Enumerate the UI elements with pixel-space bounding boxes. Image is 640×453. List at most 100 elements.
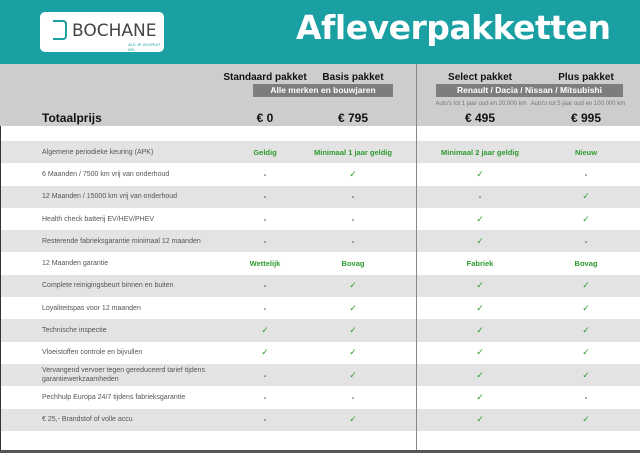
- banner-all-brands: Alle merken en bouwjaren: [253, 84, 393, 97]
- dash-value: -: [263, 392, 267, 402]
- feature-label: € 25,- Brandstof of volle accu: [42, 416, 133, 424]
- feature-label: Health check batterij EV/HEV/PHEV: [42, 215, 155, 223]
- price-basis: € 795: [337, 111, 369, 125]
- cell-value: Geldig: [253, 147, 277, 157]
- table-row: 12 Maanden garantie Wettelijk Bovag Fabriek…: [0, 253, 640, 275]
- feature-label: 12 Maanden / 15000 km vrij van onderhoud: [42, 193, 178, 201]
- check-icon: ✓: [349, 325, 357, 336]
- check-icon: ✓: [261, 347, 269, 358]
- cell-value: Wettelijk: [249, 259, 281, 269]
- table-row: Complete reinigingsbeurt binnen en buite…: [0, 274, 640, 298]
- price-plus: € 995: [570, 111, 602, 125]
- cell-value: Fabriek: [466, 259, 494, 269]
- header: BOCHANE ALS JE VOORUIT WIL Afleverpakket…: [0, 0, 640, 64]
- check-icon: ✓: [582, 414, 590, 425]
- check-icon: ✓: [476, 391, 484, 402]
- check-icon: ✓: [476, 369, 484, 380]
- table-row: € 25,- Brandstof of volle accu - ✓ ✓ ✓: [0, 408, 640, 431]
- check-icon: ✓: [349, 280, 357, 291]
- check-icon: ✓: [476, 302, 484, 313]
- table-row: Vloeistoffen controle en bijvullen ✓ ✓ ✓ ✓: [0, 342, 640, 364]
- feature-label: Vloeistoffen controle en bijvullen: [42, 349, 143, 357]
- column-plus: Plus pakket: [558, 72, 614, 83]
- column-standaard: Standaard pakket: [223, 72, 307, 83]
- check-icon: ✓: [582, 191, 590, 202]
- table-row: Pechhulp Europa 24/7 tijdens fabrieksgar…: [0, 386, 640, 408]
- check-icon: ✓: [349, 347, 357, 358]
- check-icon: ✓: [476, 235, 484, 246]
- table-row: 12 Maanden / 15000 km vrij van onderhoud…: [0, 185, 640, 208]
- table-row: Vervangend vervoer tegen gereduceerd tar…: [0, 364, 640, 387]
- dash-value: -: [263, 281, 267, 291]
- check-icon: ✓: [261, 325, 269, 336]
- check-icon: ✓: [476, 325, 484, 336]
- dash-value: -: [263, 370, 267, 380]
- feature-label: Pechhulp Europa 24/7 tijdens fabrieksgar…: [42, 393, 186, 401]
- check-icon: ✓: [582, 213, 590, 224]
- logo-tagline: ALS JE VOORUIT WIL: [128, 42, 161, 52]
- check-icon: ✓: [582, 369, 590, 380]
- left-border: [0, 126, 1, 450]
- cell-value: Minimaal 1 jaar geldig: [314, 147, 392, 157]
- dash-value: -: [351, 214, 355, 224]
- column-basis: Basis pakket: [322, 72, 384, 83]
- dash-value: -: [351, 392, 355, 402]
- column-divider: [416, 64, 417, 450]
- price-select: € 495: [464, 111, 496, 125]
- feature-label: 6 Maanden / 7500 km vrij van onderhoud: [42, 170, 170, 178]
- check-icon: ✓: [582, 347, 590, 358]
- feature-label: Algemene periodieke keuring (APK): [42, 148, 154, 156]
- dash-value: -: [478, 192, 482, 202]
- table-row: Resterende fabrieksgarantie minimaal 12 …: [0, 230, 640, 253]
- dash-value: -: [584, 392, 588, 402]
- check-icon: ✓: [582, 280, 590, 291]
- feature-label: Resterende fabrieksgarantie minimaal 12 …: [42, 237, 201, 245]
- table-row: Health check batterij EV/HEV/PHEV - - ✓ ✓: [0, 208, 640, 230]
- check-icon: ✓: [476, 168, 484, 179]
- check-icon: ✓: [476, 213, 484, 224]
- dash-value: -: [584, 169, 588, 179]
- select-note: Auto's tot 1 jaar oud en 20.000 km: [435, 101, 527, 107]
- table-row: Loyaliteitspas voor 12 maanden - ✓ ✓ ✓: [0, 297, 640, 319]
- plus-note: Auto's tot 5 jaar oud en 100.000 km: [530, 101, 626, 107]
- page-title: Afleverpakketten: [296, 8, 611, 47]
- dash-value: -: [263, 192, 267, 202]
- dash-value: -: [584, 236, 588, 246]
- check-icon: ✓: [476, 347, 484, 358]
- column-select: Select pakket: [448, 72, 512, 83]
- bottom-border: [0, 450, 640, 453]
- dash-value: -: [263, 236, 267, 246]
- dash-value: -: [351, 192, 355, 202]
- cell-value: Bovag: [341, 259, 365, 269]
- price-standaard: € 0: [256, 111, 274, 125]
- cell-value: Bovag: [574, 259, 598, 269]
- feature-label: Complete reinigingsbeurt binnen en buite…: [42, 282, 174, 290]
- check-icon: ✓: [582, 325, 590, 336]
- feature-label: Vervangend vervoer tegen gereduceerd tar…: [42, 367, 206, 384]
- feature-label: Technische inspectie: [42, 327, 107, 335]
- table-row: Algemene periodieke keuring (APK) Geldig M…: [0, 141, 640, 164]
- cell-value: Minimaal 2 jaar geldig: [441, 147, 519, 157]
- check-icon: ✓: [476, 280, 484, 291]
- check-icon: ✓: [349, 369, 357, 380]
- banner-brands: Renault / Dacia / Nissan / Mitsubishi: [436, 84, 623, 97]
- dash-value: -: [351, 236, 355, 246]
- check-icon: ✓: [349, 168, 357, 179]
- logo-cart-icon: [53, 20, 67, 40]
- dash-value: -: [263, 214, 267, 224]
- check-icon: ✓: [582, 302, 590, 313]
- feature-label: Loyaliteitspas voor 12 maanden: [42, 304, 141, 312]
- logo-text: BOCHANE: [72, 21, 157, 41]
- table-row: Technische inspectie ✓ ✓ ✓ ✓: [0, 319, 640, 342]
- dash-value: -: [263, 303, 267, 313]
- check-icon: ✓: [349, 302, 357, 313]
- dash-value: -: [263, 169, 267, 179]
- check-icon: ✓: [476, 414, 484, 425]
- feature-label: 12 Maanden garantie: [42, 260, 109, 268]
- bochane-logo[interactable]: BOCHANE ALS JE VOORUIT WIL: [40, 12, 164, 52]
- cell-value: Nieuw: [574, 147, 598, 157]
- check-icon: ✓: [349, 414, 357, 425]
- total-label: Totaalprijs: [42, 111, 102, 125]
- dash-value: -: [263, 415, 267, 425]
- table-row: 6 Maanden / 7500 km vrij van onderhoud - ✓…: [0, 163, 640, 185]
